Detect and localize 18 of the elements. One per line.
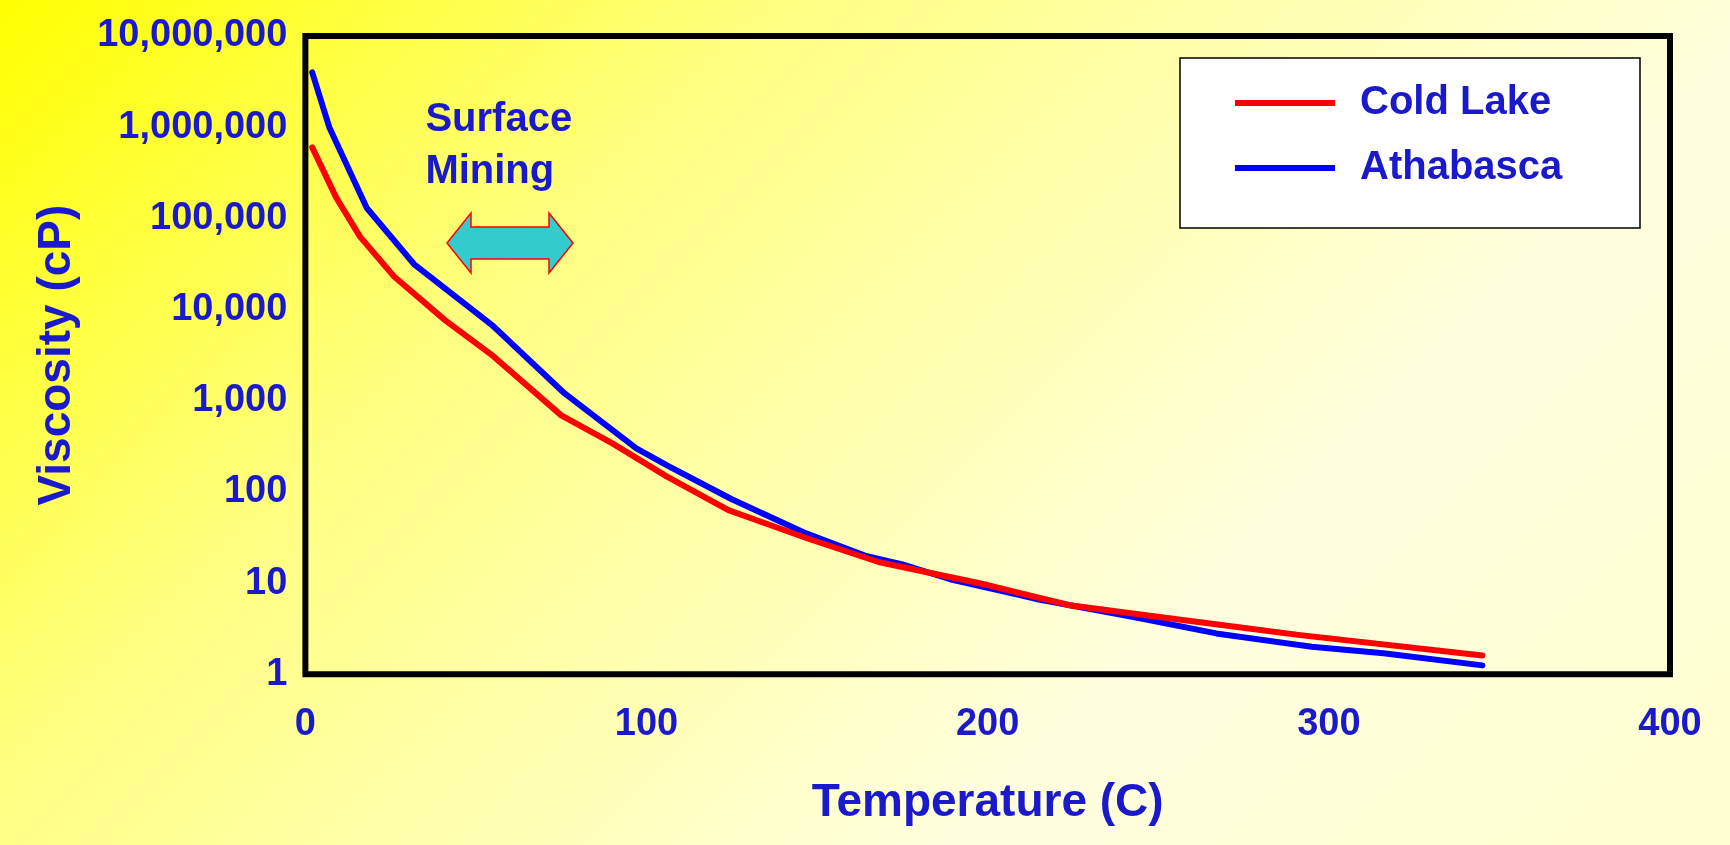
y-tick-label: 100 — [223, 468, 288, 511]
y-tick-label: 10,000 — [171, 286, 288, 328]
annotation: Surface Mining — [425, 95, 573, 191]
y-tick-label: 1 — [266, 650, 288, 693]
x-tick-label: 200 — [955, 701, 1020, 744]
y-tick-label: 1,000,000 — [118, 103, 288, 146]
x-tick-label: 100 — [614, 701, 679, 744]
y-axis-title: Viscosity (cP) — [28, 204, 81, 506]
x-tick-label: 300 — [1297, 701, 1361, 744]
x-tick-label: 400 — [1638, 701, 1702, 744]
x-tick-label: 0 — [294, 701, 316, 744]
y-tick-label: 10,000,000 — [97, 12, 288, 55]
legend-label: Cold Lake — [1360, 78, 1552, 123]
y-tick-label: 100,000 — [150, 194, 288, 237]
y-tick-label: 1,000 — [192, 377, 288, 420]
y-tick-label: 10 — [245, 559, 288, 602]
legend-label: Athabasca — [1360, 143, 1564, 188]
x-axis-title: Temperature (C) — [811, 774, 1164, 827]
